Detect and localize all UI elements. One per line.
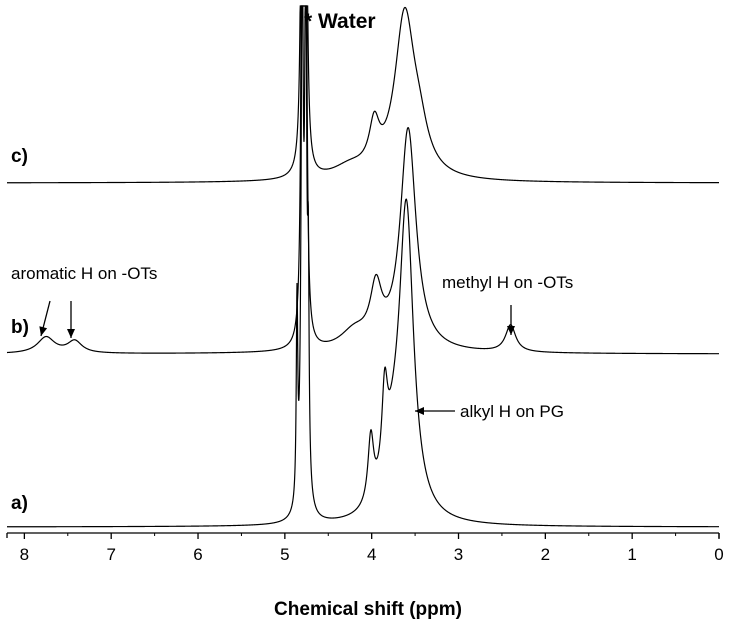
- annotation-water: * Water: [304, 10, 376, 33]
- series-label-c: c): [11, 146, 28, 167]
- x-tick-label-2: 2: [541, 545, 550, 564]
- spectra-traces: a) b) c): [6, 5, 719, 528]
- series-label-b: b): [11, 317, 29, 338]
- annotation-aromatic-h: aromatic H on -OTs: [11, 264, 157, 283]
- spectrum-trace-c: [7, 5, 719, 184]
- x-tick-label-6: 6: [193, 545, 202, 564]
- x-axis: 8 7 6 5 4 3 2 1 0: [6, 532, 724, 564]
- arrow-aromatic-2: [67, 301, 75, 338]
- annotation-methyl-h: methyl H on -OTs: [442, 273, 573, 292]
- spectrum-trace-b: [6, 5, 719, 355]
- arrow-alkyl: [415, 407, 455, 415]
- x-tick-label-4: 4: [367, 545, 376, 564]
- x-axis-label: Chemical shift (ppm): [274, 599, 462, 620]
- x-tick-label-8: 8: [20, 545, 29, 564]
- x-tick-label-0: 0: [714, 545, 723, 564]
- x-tick-label-5: 5: [280, 545, 289, 564]
- x-tick-label-1: 1: [627, 545, 636, 564]
- arrow-methyl: [507, 305, 515, 335]
- series-label-a: a): [11, 493, 28, 514]
- spectrum-trace-a: [7, 5, 719, 528]
- annotation-alkyl-h: alkyl H on PG: [460, 402, 564, 421]
- x-tick-label-7: 7: [106, 545, 115, 564]
- arrow-aromatic-1: [39, 300, 51, 337]
- x-tick-label-3: 3: [454, 545, 463, 564]
- annotations: * Water aromatic H on -OTs methyl H on -OT…: [11, 10, 573, 421]
